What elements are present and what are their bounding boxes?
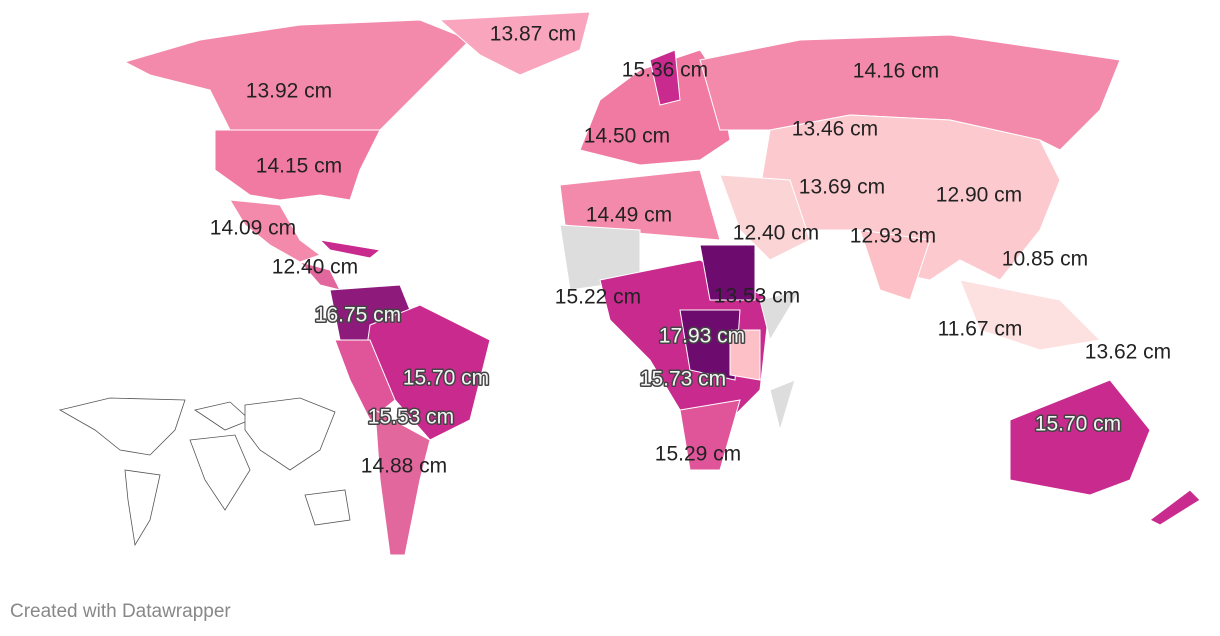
inset-south-america	[124, 469, 161, 547]
peru-bolivia	[334, 339, 396, 421]
congo	[679, 309, 741, 381]
caribbean	[318, 239, 382, 259]
canada-alaska	[123, 19, 471, 131]
argentina-chile	[374, 409, 431, 556]
country-label: 13.87 cm	[490, 23, 576, 46]
scandinavia	[649, 49, 681, 106]
tanzania	[729, 329, 761, 381]
country-label: 17.93 cm	[659, 325, 745, 348]
inset-europe	[194, 401, 251, 431]
australia	[1009, 379, 1151, 496]
country-label: 12.90 cm	[936, 184, 1022, 207]
usa	[214, 129, 381, 201]
country-label: 13.53 cm	[714, 285, 800, 308]
country-label: 14.88 cm	[361, 455, 447, 478]
country-label: 15.70 cm	[403, 367, 489, 390]
inset-australia	[304, 489, 351, 526]
country-label: 15.22 cm	[555, 286, 641, 309]
country-label: 10.85 cm	[1002, 248, 1088, 271]
country-label: 14.09 cm	[210, 217, 296, 240]
country-label: 13.69 cm	[799, 176, 885, 199]
horn-nodata	[759, 289, 802, 342]
inset-locator	[58, 397, 351, 547]
country-label: 12.93 cm	[850, 225, 936, 248]
mexico	[229, 199, 322, 263]
new-zealand	[1149, 489, 1201, 526]
footer: Created with Datawrapper	[10, 601, 231, 622]
country-label: 14.49 cm	[586, 204, 672, 227]
country-label: 14.50 cm	[584, 125, 670, 148]
middle-east	[719, 174, 811, 261]
country-label: 13.46 cm	[792, 118, 878, 141]
madagascar-nodata	[769, 379, 796, 432]
country-label: 15.73 cm	[640, 368, 726, 391]
inset-north-america	[58, 397, 186, 456]
russia	[699, 34, 1121, 151]
country-label: 15.29 cm	[655, 443, 741, 466]
north-africa	[559, 169, 721, 241]
inset-africa	[189, 434, 251, 511]
southern-africa	[679, 399, 741, 471]
country-label: 12.40 cm	[272, 256, 358, 279]
india	[859, 229, 931, 301]
country-label: 11.67 cm	[938, 318, 1023, 341]
country-label: 14.16 cm	[853, 60, 939, 83]
country-label: 15.36 cm	[622, 59, 708, 82]
country-label: 13.62 cm	[1085, 341, 1171, 364]
country-label: 12.40 cm	[733, 222, 819, 245]
inset-asia	[244, 397, 336, 471]
country-label: 13.92 cm	[246, 80, 332, 103]
labels: 13.87 cm 15.36 cm 14.16 cm 13.92 cm 13.46 cm…	[210, 23, 1171, 478]
southeast-asia	[959, 279, 1102, 351]
country-label: 14.15 cm	[256, 155, 342, 178]
country-label: 15.53 cm	[368, 406, 454, 429]
greenland	[438, 11, 591, 76]
sudan	[699, 244, 756, 301]
country-label: 16.75 cm	[315, 304, 401, 327]
country-label: 15.70 cm	[1035, 413, 1121, 436]
countries	[123, 11, 1201, 556]
